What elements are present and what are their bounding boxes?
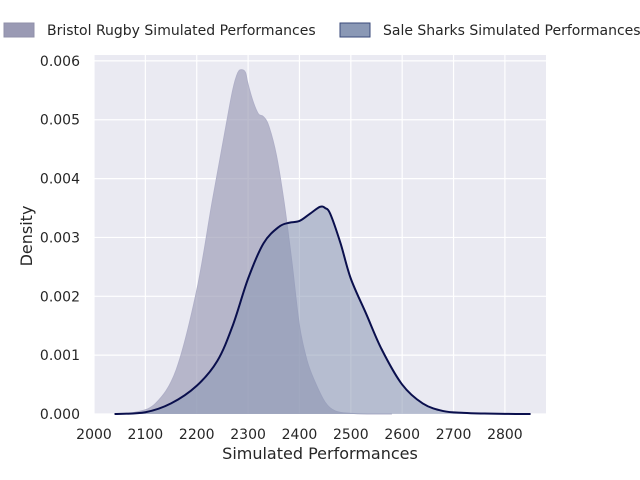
legend-entry-2: Sale Sharks Simulated Performances (339, 22, 640, 39)
legend-label-1: Bristol Rugby Simulated Performances (47, 23, 316, 39)
y-tick-label: 0.000 (40, 407, 80, 423)
series-area-1 (114, 69, 392, 414)
series-area-2 (114, 206, 531, 414)
x-axis-label: Simulated Performances (222, 444, 418, 463)
plot-area (93, 55, 546, 415)
y-tick-label: 0.006 (40, 54, 80, 70)
y-axis-label: Density (17, 206, 36, 267)
x-tick-label: 2600 (384, 427, 420, 443)
x-tick-label: 2200 (179, 427, 215, 443)
x-tick-label: 2800 (487, 427, 523, 443)
y-tick-label: 0.005 (40, 113, 80, 129)
legend-label-2: Sale Sharks Simulated Performances (383, 23, 640, 39)
series-line-2 (114, 205, 531, 415)
y-tick-label: 0.004 (40, 172, 80, 188)
x-tick-label: 2100 (128, 427, 164, 443)
x-tick-label: 2500 (333, 427, 369, 443)
x-tick-label: 2000 (76, 427, 112, 443)
x-tick-label: 2700 (436, 427, 472, 443)
x-axis: 2000 2100 2200 2300 2400 2500 2600 2700 2800 (76, 427, 523, 443)
legend-entry-1: Bristol Rugby Simulated Performances (3, 22, 316, 39)
y-tick-label: 0.002 (40, 289, 80, 305)
legend-swatch-1 (3, 22, 35, 38)
y-tick-label: 0.001 (40, 348, 80, 364)
y-tick-label: 0.003 (40, 230, 80, 246)
y-axis: 0.000 0.001 0.002 0.003 0.004 0.005 0.006 (40, 54, 80, 423)
x-tick-label: 2400 (282, 427, 318, 443)
x-tick-label: 2300 (230, 427, 266, 443)
legend: Bristol Rugby Simulated Performances Sale… (3, 22, 640, 39)
legend-swatch-2 (339, 22, 371, 38)
